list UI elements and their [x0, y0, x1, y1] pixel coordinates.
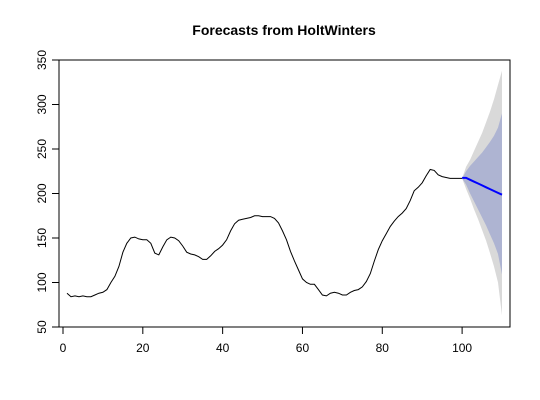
x-tick-label: 20 [136, 341, 150, 355]
plot-frame [58, 59, 511, 328]
observed-series-line [66, 168, 463, 298]
band-80 [462, 113, 502, 275]
data-lines [66, 168, 503, 298]
x-tick-label: 0 [60, 341, 67, 355]
y-tick-label: 350 [35, 50, 49, 70]
y-axis: 50 100 150 200 250 300 350 [35, 50, 60, 334]
y-tick-label: 100 [35, 272, 49, 292]
y-tick-label: 300 [35, 94, 49, 114]
x-tick-label: 40 [216, 341, 230, 355]
prediction-bands [462, 70, 502, 316]
x-tick-label: 60 [296, 341, 310, 355]
chart-title: Forecasts from HoltWinters [192, 22, 376, 38]
y-tick-label: 250 [35, 139, 49, 159]
x-tick-label: 80 [376, 341, 390, 355]
y-tick-label: 200 [35, 183, 49, 203]
forecast-series-line [462, 176, 503, 196]
x-tick-label: 100 [452, 341, 472, 355]
x-axis: 0 20 40 60 80 100 [60, 326, 472, 355]
y-tick-label: 150 [35, 228, 49, 248]
y-tick-label: 50 [35, 320, 49, 334]
